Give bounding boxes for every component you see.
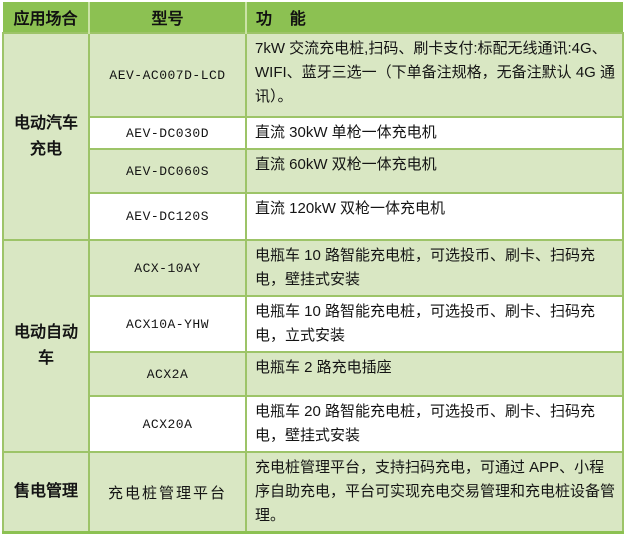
table-body: 电动汽车 充电 AEV-AC007D-LCD 7kW 交流充电桩,扫码、刷卡支付:标… [2, 32, 624, 534]
function-cell: 直流 30kW 单枪一体充电机 [245, 116, 624, 150]
application-cell: 电动汽车 充电 [2, 32, 90, 241]
model-cell: ACX20A [88, 395, 247, 453]
function-cell: 电瓶车 10 路智能充电桩，可选投币、刷卡、扫码充电，壁挂式安装 [245, 239, 624, 297]
table-row: 电动自动 车 ACX-10AY 电瓶车 10 路智能充电桩，可选投币、刷卡、扫码充电… [2, 239, 624, 453]
function-cell: 7kW 交流充电桩,扫码、刷卡支付:标配无线通讯:4G、WIFI、蓝牙三选一（下… [245, 32, 624, 118]
application-cell: 售电管理 [2, 451, 90, 534]
table-row: ACX2A 电瓶车 2 路充电插座 [3, 351, 624, 397]
table-header: 应用场合 型号 功 能 [3, 2, 623, 33]
function-cell: 电瓶车 10 路智能充电桩，可选投币、刷卡、扫码充电，立式安装 [245, 295, 624, 353]
table-row: AEV-DC030D 直流 30kW 单枪一体充电机 [3, 116, 624, 150]
model-cell: ACX10A-YHW [88, 295, 247, 353]
table-row: ACX20A 电瓶车 20 路智能充电桩，可选投币、刷卡、扫码充电，壁挂式安装 [3, 395, 624, 453]
model-cell: AEV-AC007D-LCD [88, 32, 247, 118]
header-model: 型号 [88, 2, 246, 33]
function-cell: 直流 60kW 双枪一体充电机 [245, 148, 624, 194]
model-cell: 充电桩管理平台 [88, 451, 247, 534]
model-cell: AEV-DC060S [88, 148, 247, 194]
model-cell: AEV-DC030D [88, 116, 247, 150]
table-row: 售电管理 充电桩管理平台 充电桩管理平台，支持扫码充电，可通过 APP、小程序自助充… [2, 451, 624, 534]
model-cell: AEV-DC120S [88, 192, 247, 241]
function-cell: 充电桩管理平台，支持扫码充电，可通过 APP、小程序自助充电，平台可实现充电交易… [245, 451, 624, 534]
function-cell: 直流 120kW 双枪一体充电机 [245, 192, 624, 241]
table-row: 电动汽车 充电 AEV-AC007D-LCD 7kW 交流充电桩,扫码、刷卡支付:标… [2, 32, 624, 241]
table-row: AEV-DC060S 直流 60kW 双枪一体充电机 [3, 148, 624, 194]
function-cell: 电瓶车 2 路充电插座 [245, 351, 624, 397]
application-cell: 电动自动 车 [2, 239, 90, 453]
header-function: 功 能 [245, 2, 623, 33]
table-row: AEV-DC120S 直流 120kW 双枪一体充电机 [3, 192, 624, 241]
function-cell: 电瓶车 20 路智能充电桩，可选投币、刷卡、扫码充电，壁挂式安装 [245, 395, 624, 453]
header-application: 应用场合 [3, 2, 89, 33]
model-cell: ACX2A [88, 351, 247, 397]
header-row: 应用场合 型号 功 能 [3, 2, 623, 33]
model-cell: ACX-10AY [88, 239, 247, 297]
table-row: ACX10A-YHW 电瓶车 10 路智能充电桩，可选投币、刷卡、扫码充电，立式安… [3, 295, 624, 353]
